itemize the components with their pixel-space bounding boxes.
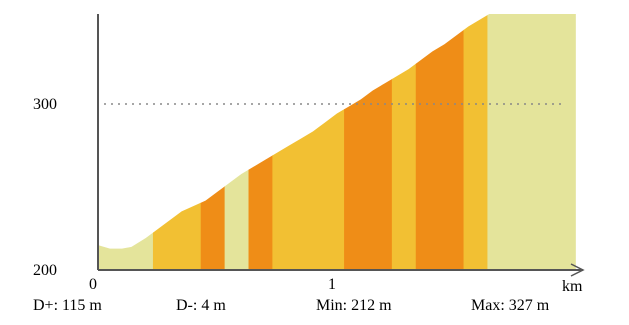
profile-segment-10	[463, 14, 488, 270]
profile-segment-1	[98, 14, 154, 270]
y-tick-label-200: 200	[33, 262, 57, 279]
profile-segment-8	[391, 14, 417, 270]
profile-segment-3	[200, 14, 226, 270]
stat-min-elevation: Min: 212 m	[316, 297, 392, 314]
profile-segment-4	[224, 14, 250, 270]
x-tick-label-1: 1	[328, 276, 336, 293]
x-axis-arrow-icon	[570, 263, 585, 277]
x-tick-label-0: 0	[89, 276, 97, 293]
stat-elevation-loss: D-: 4 m	[176, 297, 226, 314]
y-tick-label-300: 300	[33, 96, 57, 113]
profile-segment-5	[248, 14, 273, 270]
x-unit-label: km	[562, 278, 583, 295]
profile-segment-9	[415, 14, 465, 270]
stat-max-elevation: Max: 327 m	[471, 297, 550, 314]
profile-segments	[98, 14, 576, 270]
profile-segment-6	[272, 14, 345, 270]
profile-segment-11	[487, 14, 576, 270]
profile-segment-7	[344, 14, 393, 270]
stat-elevation-gain: D+: 115 m	[33, 297, 102, 314]
profile-segment-2	[152, 14, 202, 270]
